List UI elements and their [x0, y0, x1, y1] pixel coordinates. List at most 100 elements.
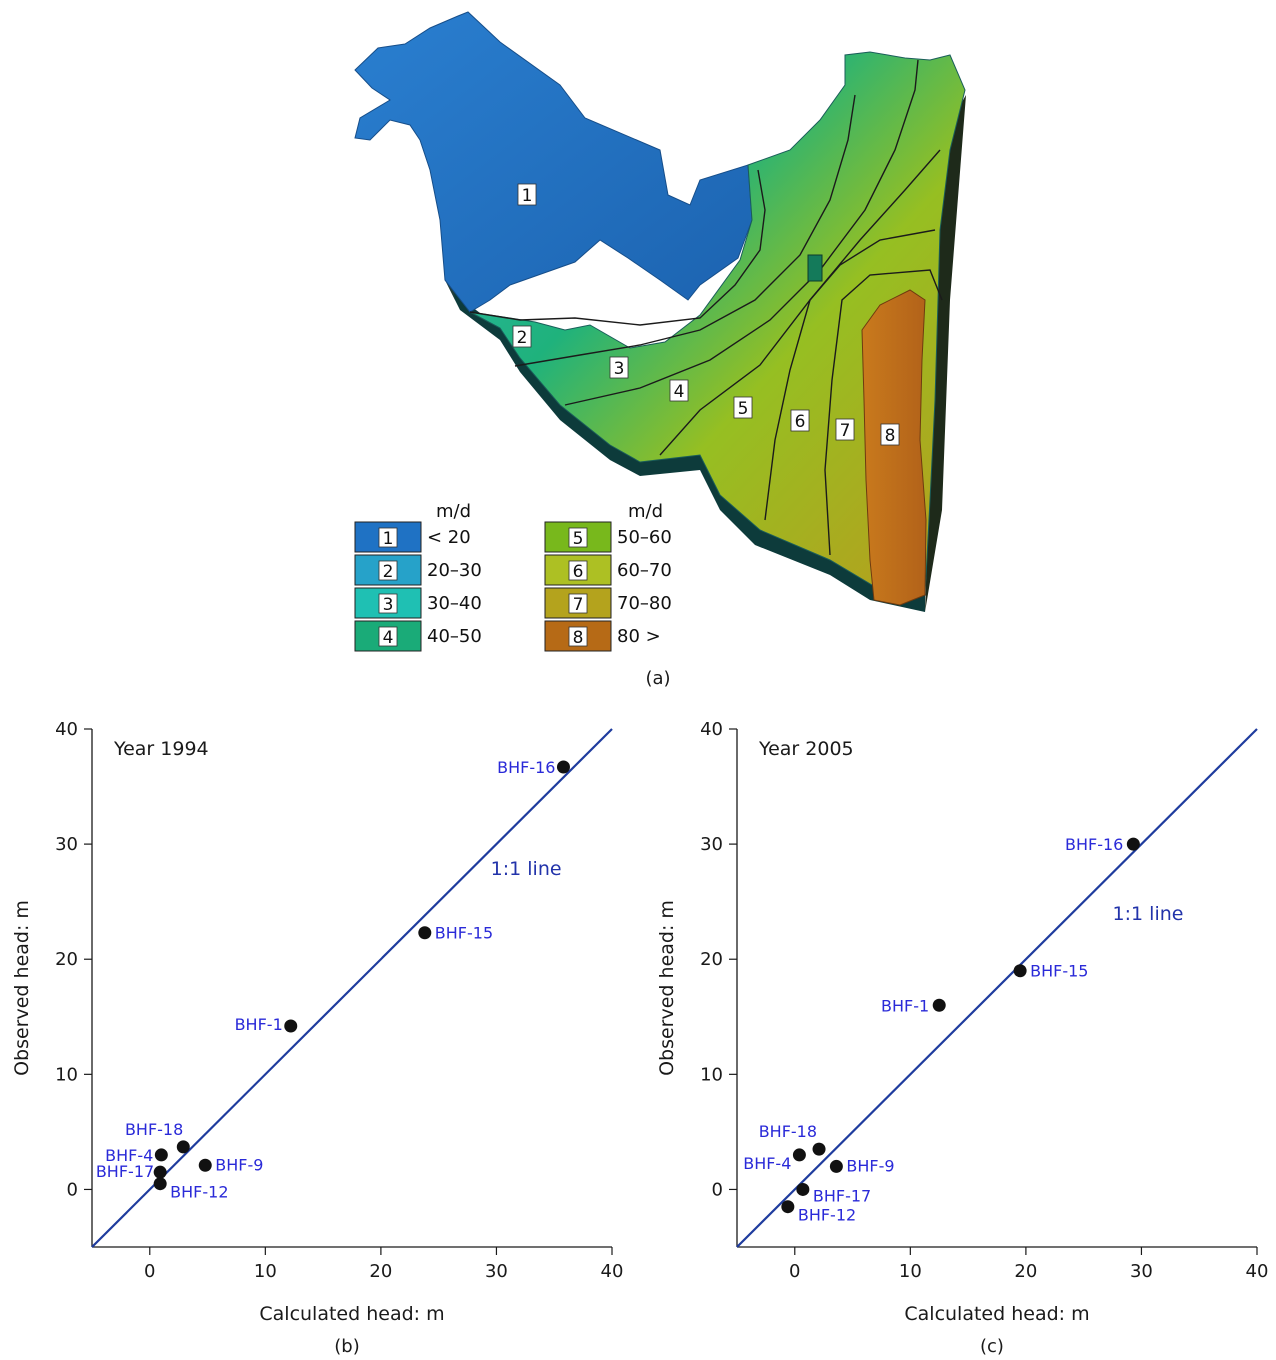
point-bhf-9	[198, 1158, 212, 1172]
point-bhf-12	[781, 1200, 795, 1214]
legend-tag-box-4	[378, 626, 398, 647]
point-bhf-17	[796, 1182, 810, 1196]
point-bhf-16	[1126, 837, 1140, 851]
legend-range-3: 30–40	[427, 593, 482, 614]
legend-tag-6: 6	[573, 562, 584, 582]
legend-tag-3: 3	[383, 595, 394, 615]
y-tick-label-40: 40	[55, 719, 78, 740]
zone-tag-8: 8	[885, 426, 896, 446]
point-label-bhf-18: BHF-18	[759, 1122, 817, 1141]
zone-tag-box-3	[609, 356, 629, 379]
x-tick-label-30: 30	[485, 1261, 508, 1282]
one-to-one-line	[736, 728, 1258, 1248]
caption-a: (a)	[645, 668, 670, 689]
point-label-bhf-18: BHF-18	[125, 1120, 183, 1139]
scatter-chart-1994: 0 10 20 30 40 0 10 20 30 40 1:1 line Year 1994 Calcu…	[11, 719, 623, 1357]
y-tick-label-10: 10	[700, 1064, 723, 1085]
point-label-bhf-12: BHF-12	[170, 1183, 228, 1202]
year-annotation: Year 2005	[758, 738, 854, 760]
zone-tag-2: 2	[517, 328, 528, 348]
legend-tag-1: 1	[383, 529, 394, 549]
y-tick-label-10: 10	[55, 1064, 78, 1085]
point-bhf-18	[176, 1140, 190, 1154]
caption: (b)	[334, 1336, 359, 1357]
point-label-bhf-16: BHF-16	[497, 758, 555, 777]
legend-unit-left: m/d	[436, 501, 471, 522]
zone-tag-box-2	[512, 325, 532, 348]
point-label-bhf-17: BHF-17	[813, 1186, 871, 1205]
y-tick-label-30: 30	[700, 834, 723, 855]
point-bhf-15	[1013, 964, 1027, 978]
one-to-one-line	[91, 728, 613, 1248]
year-annotation: Year 1994	[113, 738, 209, 760]
x-axis-label: Calculated head: m	[904, 1303, 1089, 1325]
zone-tag-3: 3	[614, 359, 625, 379]
point-label-bhf-16: BHF-16	[1065, 835, 1123, 854]
point-label-bhf-17: BHF-17	[96, 1162, 154, 1181]
point-label-bhf-9: BHF-9	[215, 1155, 263, 1174]
point-label-bhf-4: BHF-4	[105, 1146, 153, 1165]
x-tick-label-10: 10	[899, 1261, 922, 1282]
point-label-bhf-15: BHF-15	[435, 924, 493, 943]
point-bhf-12	[153, 1177, 167, 1191]
y-tick-label-0: 0	[712, 1179, 723, 1200]
point-bhf-17	[153, 1165, 167, 1179]
zone-tag-box-8	[880, 423, 900, 446]
point-label-bhf-1: BHF-1	[235, 1015, 283, 1034]
one-to-one-line-label: 1:1 line	[491, 858, 562, 880]
legend-range-1: < 20	[427, 527, 471, 548]
y-axis-label: Observed head: m	[656, 900, 678, 1076]
map-marker-block	[807, 254, 823, 282]
legend-tag-4: 4	[383, 628, 394, 648]
point-bhf-4	[792, 1148, 806, 1162]
zone-tag-box-4	[669, 379, 689, 402]
x-tick-label-0: 0	[144, 1261, 155, 1282]
legend-unit-right: m/d	[628, 501, 663, 522]
y-tick-label-20: 20	[700, 949, 723, 970]
point-label-bhf-1: BHF-1	[881, 996, 929, 1015]
point-label-bhf-4: BHF-4	[743, 1154, 791, 1173]
point-bhf-1	[284, 1019, 298, 1033]
zone-tag-5: 5	[738, 399, 749, 419]
point-bhf-15	[418, 926, 432, 940]
legend-tag-2: 2	[383, 562, 394, 582]
legend-tag-box-6	[568, 560, 588, 581]
legend-tag-8: 8	[573, 628, 584, 648]
map-zones-2-7	[469, 51, 966, 596]
point-bhf-1	[932, 998, 946, 1012]
conductivity-zone-map: 1 2 3 4 5 6 7 8 1 < 20 2 20–30 3 30–40 4 40–50 5 50–60 6 6…	[354, 11, 966, 689]
legend-tag-box-8	[568, 626, 588, 647]
zone-tag-box-1	[517, 183, 537, 206]
point-bhf-9	[829, 1159, 843, 1173]
y-tick-label-40: 40	[700, 719, 723, 740]
point-label-bhf-15: BHF-15	[1030, 962, 1088, 981]
map-east-wall	[925, 95, 966, 612]
legend-tag-5: 5	[573, 529, 584, 549]
legend-range-5: 50–60	[617, 527, 672, 548]
point-bhf-16	[556, 760, 570, 774]
legend-range-2: 20–30	[427, 560, 482, 581]
y-tick-label-30: 30	[55, 834, 78, 855]
map-zone-tags: 1 2 3 4 5 6 7 8	[512, 183, 900, 446]
x-tick-label-20: 20	[1014, 1261, 1037, 1282]
zone-tag-6: 6	[795, 412, 806, 432]
legend-range-6: 60–70	[617, 560, 672, 581]
point-bhf-4	[154, 1148, 168, 1162]
legend-range-4: 40–50	[427, 626, 482, 647]
legend-tag-box-5	[568, 527, 588, 548]
y-tick-label-20: 20	[55, 949, 78, 970]
x-tick-label-20: 20	[369, 1261, 392, 1282]
scatter-chart-2005: 0 10 20 30 40 0 10 20 30 40 1:1 line Year 2005 Calcu…	[656, 719, 1268, 1357]
x-axis-label: Calculated head: m	[259, 1303, 444, 1325]
map-zone-8	[861, 289, 927, 606]
zone-tag-box-6	[790, 409, 810, 432]
map-zone-1	[354, 11, 753, 313]
caption: (c)	[980, 1336, 1004, 1357]
x-tick-label-30: 30	[1130, 1261, 1153, 1282]
legend-tag-box-3	[378, 593, 398, 614]
x-tick-label-0: 0	[789, 1261, 800, 1282]
zone-tag-1: 1	[522, 186, 533, 206]
y-axis-label: Observed head: m	[11, 900, 33, 1076]
x-tick-label-40: 40	[601, 1261, 624, 1282]
